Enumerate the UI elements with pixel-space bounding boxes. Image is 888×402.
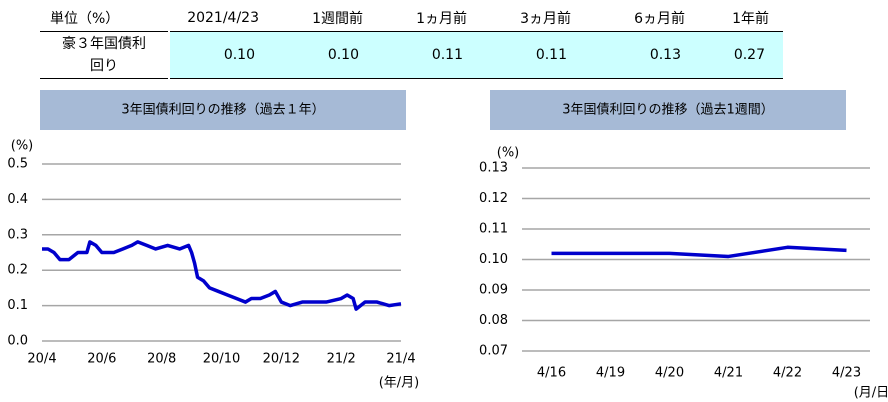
x-axis-unit: (年/月) xyxy=(379,376,420,391)
cell: 0.13 xyxy=(585,31,699,79)
y-tick-label: 0.10 xyxy=(479,252,508,267)
row-label-text: 豪３年国債利回り xyxy=(62,36,146,74)
y-tick-label: 0.07 xyxy=(479,344,508,359)
line xyxy=(42,240,402,311)
y-tick-label: 0.13 xyxy=(479,161,508,176)
line xyxy=(551,245,847,259)
x-tick-label: 20/12 xyxy=(263,352,300,367)
x-tick-label: 20/6 xyxy=(87,352,116,367)
x-tick-label: 20/8 xyxy=(147,352,176,367)
chart-title: 3年国債利回りの推移（過去１年） xyxy=(121,103,324,118)
header-cell: 2021/4/23 xyxy=(169,4,273,32)
title-box xyxy=(490,90,846,130)
y-tick-label: 0.4 xyxy=(7,192,28,207)
title-box xyxy=(40,90,406,130)
y-tick-label: 0.1 xyxy=(7,298,28,313)
y-tick-label: 0.12 xyxy=(479,191,508,206)
y-tick-label: 0.08 xyxy=(479,313,508,328)
x-tick-label: 4/19 xyxy=(596,366,625,381)
x-tick-label: 4/23 xyxy=(832,366,861,381)
y-axis-label: (%) xyxy=(11,139,34,154)
header-cell: 1ヵ月前 xyxy=(377,4,481,32)
y-tick-label: 0.2 xyxy=(7,263,28,278)
header-cell: 1年前 xyxy=(699,4,783,32)
cell: 0.11 xyxy=(377,31,481,79)
x-axis-unit: (月/日) xyxy=(854,386,888,401)
y-tick-label: 0.5 xyxy=(7,157,28,172)
cell: 0.27 xyxy=(699,31,783,79)
y-tick-label: 0.11 xyxy=(479,222,508,237)
chart-title: 3年国債利回りの推移（過去1週間） xyxy=(562,103,774,118)
x-tick-label: 4/16 xyxy=(537,366,566,381)
header-cell: 3ヵ月前 xyxy=(481,4,585,32)
cell: 0.11 xyxy=(481,31,585,79)
header-cell: 単位（%） xyxy=(40,4,169,32)
x-tick-label: 4/20 xyxy=(655,366,684,381)
y-tick-label: 0.0 xyxy=(7,334,28,349)
header-cell: 6ヵ月前 xyxy=(585,4,699,32)
y-axis-label: (%) xyxy=(497,146,520,161)
x-tick-label: 21/2 xyxy=(327,352,356,367)
cell: 0.10 xyxy=(273,31,377,79)
x-tick-label: 21/4 xyxy=(386,352,415,367)
x-tick-label: 20/10 xyxy=(203,352,240,367)
yield-table: 単位（%） 2021/4/23 1週間前 1ヵ月前 3ヵ月前 6ヵ月前 1年前 … xyxy=(40,4,783,79)
y-tick-label: 0.09 xyxy=(479,283,508,298)
cell: 0.10 xyxy=(169,31,273,79)
y-tick-label: 0.3 xyxy=(7,227,28,242)
x-tick-label: 20/4 xyxy=(27,352,56,367)
x-tick-label: 4/22 xyxy=(773,366,802,381)
row-label: 豪３年国債利回り xyxy=(40,31,170,79)
header-cell: 1週間前 xyxy=(273,4,377,32)
x-tick-label: 4/21 xyxy=(714,366,743,381)
